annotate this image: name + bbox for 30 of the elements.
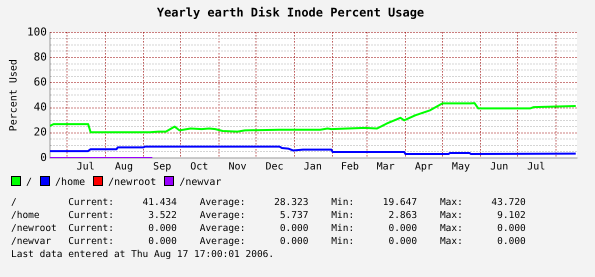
y-tick-label: 40	[34, 100, 47, 114]
x-tick-label: Dec	[266, 162, 284, 173]
x-tick-label: Jul	[76, 162, 95, 173]
x-tick-label: Jul	[527, 162, 546, 173]
x-tick-label: Jan	[304, 162, 322, 173]
x-tick-label: Oct	[190, 162, 208, 173]
y-tick-label: 60	[34, 76, 47, 88]
x-tick-label: Aug	[114, 162, 133, 173]
chart-title: Yearly earth Disk Inode Percent Usage	[156, 5, 424, 20]
x-tick-label: Feb	[340, 162, 359, 173]
y-tick-label: 80	[34, 50, 47, 64]
legend-label: /newvar	[178, 176, 222, 188]
text: Last data entered at Thu Aug 17 17:00:01 2006.	[11, 249, 274, 260]
text: /newroot Current: 0.000 Average: 0.000 Min: 0.000 Max: 0.000	[11, 223, 526, 234]
x-tick-label: Sep	[153, 162, 172, 173]
y-tick-label: 20	[34, 126, 47, 139]
legend-label: /	[25, 176, 32, 188]
y-tick-label: 0	[40, 150, 47, 164]
x-tick-label: Apr	[414, 162, 433, 173]
text: /home Current: 3.522 Average: 5.737 Min: 2.863 Max: 9.102	[11, 210, 526, 221]
legend-label: /newroot	[107, 176, 156, 188]
x-tick-label: Jun	[490, 162, 508, 173]
y-tick-label: 100	[26, 25, 47, 38]
x-tick-label: Nov	[228, 162, 247, 173]
text: / Current: 41.434 Average: 28.323 Min: 19.647 Max: 43.720	[11, 197, 526, 208]
text: /newvar Current: 0.000 Average: 0.000 Min: 0.000 Max: 0.000	[11, 236, 526, 247]
y-axis-title: Percent Used	[8, 59, 20, 132]
legend-label: /home	[54, 176, 86, 188]
x-tick-label: May	[452, 162, 470, 173]
x-tick-label: Mar	[376, 162, 395, 173]
